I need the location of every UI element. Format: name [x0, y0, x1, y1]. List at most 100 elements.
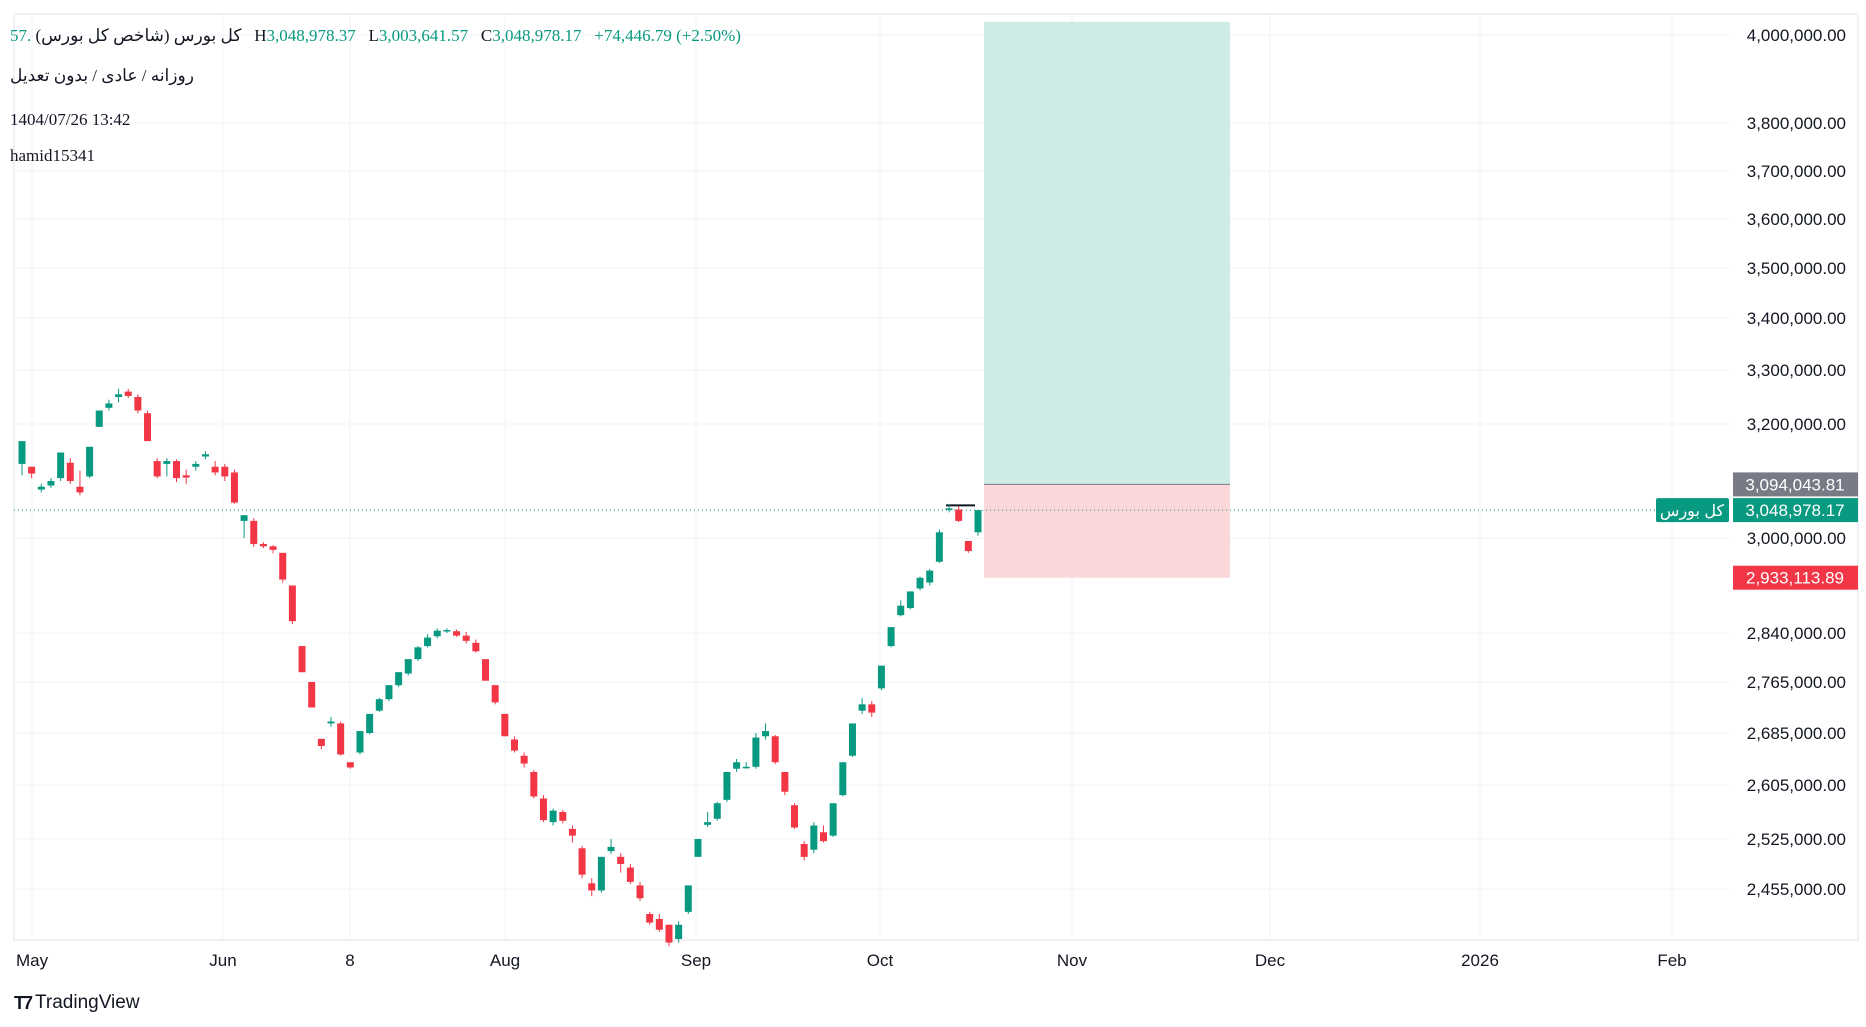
candle-body: [568, 828, 576, 836]
candle-body: [269, 546, 277, 550]
close-value: 3,048,978.17: [492, 26, 582, 45]
candle: [501, 713, 509, 737]
tradingview-brand: TradingView: [35, 992, 140, 1013]
symbol-name[interactable]: کل بورس (شاخص کل بورس): [35, 26, 242, 45]
candle-body: [173, 461, 181, 479]
candle-body: [385, 685, 393, 700]
candle: [549, 808, 557, 826]
candle-body: [86, 446, 94, 477]
candle-body: [66, 462, 74, 481]
candle-body: [636, 885, 644, 899]
candle-body: [443, 630, 451, 632]
candle: [105, 399, 113, 411]
candle-body: [250, 520, 258, 544]
interval-subtitle: روزانه / عادی / بدون تعدیل: [10, 66, 194, 85]
symbol-price-tag-text: کل بورس: [1660, 503, 1725, 520]
candle-body: [549, 810, 557, 823]
candle: [337, 721, 345, 756]
candle-body: [201, 454, 209, 457]
candle-body: [752, 737, 760, 767]
candle: [317, 738, 325, 750]
candle-body: [163, 461, 171, 464]
candle-body: [395, 672, 403, 686]
candle: [433, 628, 441, 639]
candle-body: [404, 659, 412, 674]
candle: [134, 394, 142, 414]
candle-body: [877, 665, 885, 689]
candle: [520, 752, 528, 768]
candle: [665, 924, 673, 947]
x-tick-label: Aug: [490, 951, 520, 970]
candle: [221, 463, 229, 481]
candle-body: [472, 642, 480, 652]
candle: [510, 736, 518, 753]
candle-body: [559, 812, 567, 821]
candle: [240, 515, 248, 538]
candle: [76, 470, 84, 496]
candle-body: [588, 883, 596, 891]
candle-body: [375, 699, 383, 711]
candle: [366, 713, 374, 735]
candle-body: [858, 704, 866, 711]
candle: [530, 770, 538, 799]
symbol-price-tag-box: [1656, 498, 1729, 523]
candle: [539, 795, 547, 823]
candle-body: [762, 731, 770, 737]
candle: [201, 451, 209, 460]
candle-body: [742, 766, 750, 769]
candle: [762, 723, 770, 740]
candle-body: [124, 391, 132, 396]
change-value: +74,446.79 (+2.50%): [594, 26, 741, 45]
candle: [356, 731, 364, 755]
y-tick-label: 3,600,000.00: [1747, 210, 1846, 229]
tradingview-logo[interactable]: T7 TradingView: [14, 992, 140, 1014]
candle-body: [916, 577, 924, 589]
candle: [704, 812, 712, 827]
candle-body: [230, 472, 238, 503]
candle-body: [308, 682, 316, 708]
candle-body: [723, 772, 731, 800]
candle: [945, 503, 953, 513]
candle: [626, 864, 634, 884]
candle-body: [733, 762, 741, 769]
candle: [810, 822, 818, 854]
candle: [848, 723, 856, 758]
candle-body: [47, 481, 55, 486]
y-tick-label: 3,000,000.00: [1747, 529, 1846, 548]
candle: [327, 717, 335, 727]
candle-body: [868, 704, 876, 713]
y-tick-label: 2,525,000.00: [1747, 830, 1846, 849]
candle: [453, 629, 461, 637]
candle: [733, 759, 741, 772]
candle-body: [800, 844, 808, 857]
candle: [964, 540, 972, 553]
candle: [259, 542, 267, 549]
candle: [404, 659, 412, 676]
candle-body: [337, 723, 345, 755]
candle-body: [530, 772, 538, 797]
candle: [694, 839, 702, 857]
candles: [18, 388, 982, 947]
stop-price-tag-text: 2,933,113.89: [1746, 569, 1844, 588]
candle: [926, 568, 934, 586]
candle-body: [607, 846, 615, 852]
candle-body: [192, 463, 200, 467]
candle: [230, 469, 238, 504]
candle: [974, 510, 982, 536]
candle: [124, 388, 132, 399]
candle-body: [771, 736, 779, 763]
candle: [887, 627, 895, 648]
candle-body: [18, 441, 26, 464]
candle: [916, 576, 924, 591]
candle: [115, 388, 123, 403]
candle-body: [955, 509, 963, 521]
x-tick-label: 8: [345, 951, 354, 970]
x-tick-label: Jun: [209, 951, 236, 970]
candle-body: [144, 413, 152, 442]
candle-body: [520, 755, 528, 764]
candle-body: [829, 803, 837, 836]
y-tick-label: 2,840,000.00: [1747, 624, 1846, 643]
candle: [375, 697, 383, 712]
candle: [37, 483, 45, 493]
